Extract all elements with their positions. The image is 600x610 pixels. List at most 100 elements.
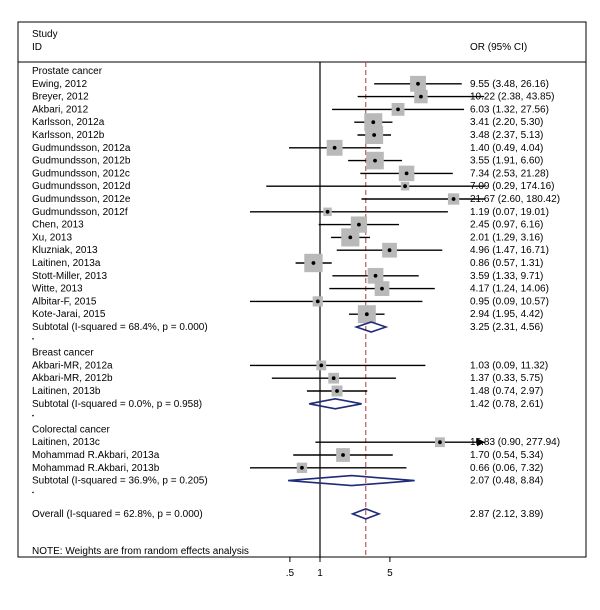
study-estimate: 2.45 (0.97, 6.16) xyxy=(470,220,543,231)
subtotal-label: Subtotal (I-squared = 36.9%, p = 0.205) xyxy=(32,476,208,487)
study-label: Gudmundsson, 2012c xyxy=(32,168,130,179)
x-tick-label: 1 xyxy=(317,568,323,579)
study-estimate: 2.94 (1.95, 4.42) xyxy=(470,309,543,320)
header-study: Study xyxy=(32,29,58,40)
study-label: Stott-Miller, 2013 xyxy=(32,271,107,282)
study-estimate: 1.37 (0.33, 5.75) xyxy=(470,373,543,384)
study-point xyxy=(332,145,337,150)
study-estimate: 7.09 (0.29, 174.16) xyxy=(470,181,555,192)
subtotal-estimate: 1.42 (0.78, 2.61) xyxy=(470,399,543,410)
study-point xyxy=(325,209,330,214)
study-estimate: 1.40 (0.49, 4.04) xyxy=(470,143,543,154)
study-point xyxy=(315,299,320,304)
study-estimate: 3.59 (1.33, 9.71) xyxy=(470,271,543,282)
study-estimate: 7.34 (2.53, 21.28) xyxy=(470,168,549,179)
x-axis-ticks: .5 1 5 xyxy=(286,557,393,579)
group-title: Prostate cancer xyxy=(32,66,103,77)
study-label: Gudmundsson, 2012a xyxy=(32,143,131,154)
study-label: Akbari-MR, 2012a xyxy=(32,360,113,371)
overall-label: Overall (I-squared = 62.8%, p = 0.000) xyxy=(32,509,203,520)
separator-dot xyxy=(32,338,34,340)
study-label: Gudmundsson, 2012d xyxy=(32,181,130,192)
study-point xyxy=(404,171,409,176)
study-point xyxy=(319,363,324,368)
x-tick-label: 5 xyxy=(387,568,393,579)
study-estimate: 9.55 (3.48, 26.16) xyxy=(470,79,549,90)
study-label: Laitinen, 2013a xyxy=(32,258,101,269)
header-or: OR (95% CI) xyxy=(470,42,527,53)
group-title: Breast cancer xyxy=(32,348,94,359)
study-point xyxy=(311,261,316,265)
study-label: Xu, 2013 xyxy=(32,232,72,243)
overall-diamond xyxy=(350,508,382,520)
separator-dot xyxy=(32,414,34,417)
study-label: Mohammad R.Akbari, 2013a xyxy=(32,450,160,461)
study-label: Akbari, 2012 xyxy=(32,104,89,115)
study-estimate: 3.41 (2.20, 5.30) xyxy=(470,117,543,128)
study-label: Breyer, 2012 xyxy=(32,92,89,103)
study-estimate: 3.48 (2.37, 5.13) xyxy=(470,130,543,141)
forest-rows: Prostate cancer Ewing, 2012 9.55 (3.48, 26… xyxy=(32,62,560,557)
study-point xyxy=(416,81,420,86)
subtotal-diamond xyxy=(309,397,362,410)
subtotal-diamond xyxy=(288,474,415,487)
study-estimate: 21.67 (2.60, 180.42) xyxy=(470,194,560,205)
study-point xyxy=(451,197,456,201)
footnote: NOTE: Weights are from random effects an… xyxy=(32,546,249,557)
study-label: Karlsson, 2012b xyxy=(32,130,105,141)
study-estimate: 2.01 (1.29, 3.16) xyxy=(470,232,543,243)
study-estimate: 3.55 (1.91, 6.60) xyxy=(470,156,543,167)
study-point xyxy=(371,120,376,125)
study-label: Akbari-MR, 2012b xyxy=(32,373,113,384)
separator-dot xyxy=(32,491,34,494)
study-label: Ewing, 2012 xyxy=(32,79,87,90)
study-estimate: 10.22 (2.38, 43.85) xyxy=(470,92,555,103)
subtotal-diamond xyxy=(353,321,389,333)
study-label: Chen, 2013 xyxy=(32,220,84,231)
study-estimate: 1.03 (0.09, 11.32) xyxy=(470,360,548,371)
study-point xyxy=(341,453,345,457)
study-label: Kluzniak, 2013 xyxy=(32,245,98,256)
study-label: Gudmundsson, 2012f xyxy=(32,207,128,218)
study-estimate: 6.03 (1.32, 27.56) xyxy=(470,104,549,115)
study-point xyxy=(335,389,339,393)
study-estimate: 4.96 (1.47, 16.71) xyxy=(470,245,549,256)
study-point xyxy=(380,286,384,291)
group-title: Colorectal cancer xyxy=(32,424,110,435)
study-point xyxy=(331,376,336,381)
study-point xyxy=(403,184,407,189)
subtotal-label: Subtotal (I-squared = 68.4%, p = 0.000) xyxy=(32,322,208,333)
study-label: Gudmundsson, 2012e xyxy=(32,194,131,205)
study-estimate: 1.19 (0.07, 19.01) xyxy=(470,207,549,218)
header-id: ID xyxy=(32,42,42,53)
study-label: Kote-Jarai, 2015 xyxy=(32,309,106,320)
study-estimate: 1.70 (0.54, 5.34) xyxy=(470,450,543,461)
study-point xyxy=(300,465,304,470)
study-point xyxy=(372,133,377,137)
subtotal-estimate: 3.25 (2.31, 4.56) xyxy=(470,322,543,333)
study-estimate: 15.83 (0.90, 277.94) xyxy=(470,437,560,448)
study-point xyxy=(419,94,423,99)
subtotal-label: Subtotal (I-squared = 0.0%, p = 0.958) xyxy=(32,399,202,410)
overall-estimate: 2.87 (2.12, 3.89) xyxy=(470,509,543,520)
study-label: Albitar-F, 2015 xyxy=(32,296,97,307)
x-tick-label: .5 xyxy=(286,568,295,579)
study-point xyxy=(348,235,353,240)
study-point xyxy=(438,440,442,445)
study-label: Gudmundsson, 2012b xyxy=(32,156,131,167)
study-point xyxy=(373,273,378,278)
study-label: Mohammad R.Akbari, 2013b xyxy=(32,463,160,474)
study-point xyxy=(387,248,392,253)
study-estimate: 0.86 (0.57, 1.31) xyxy=(470,258,543,269)
study-estimate: 0.95 (0.09, 10.57) xyxy=(470,296,549,307)
study-estimate: 0.66 (0.06, 7.32) xyxy=(470,463,543,474)
study-label: Karlsson, 2012a xyxy=(32,117,105,128)
study-point xyxy=(364,312,369,317)
study-estimate: 4.17 (1.24, 14.06) xyxy=(470,284,549,295)
study-label: Laitinen, 2013b xyxy=(32,386,101,397)
subtotal-estimate: 2.07 (0.48, 8.84) xyxy=(470,476,543,487)
study-point xyxy=(396,107,400,112)
study-estimate: 1.48 (0.74, 2.97) xyxy=(470,386,543,397)
study-label: Witte, 2013 xyxy=(32,284,83,295)
